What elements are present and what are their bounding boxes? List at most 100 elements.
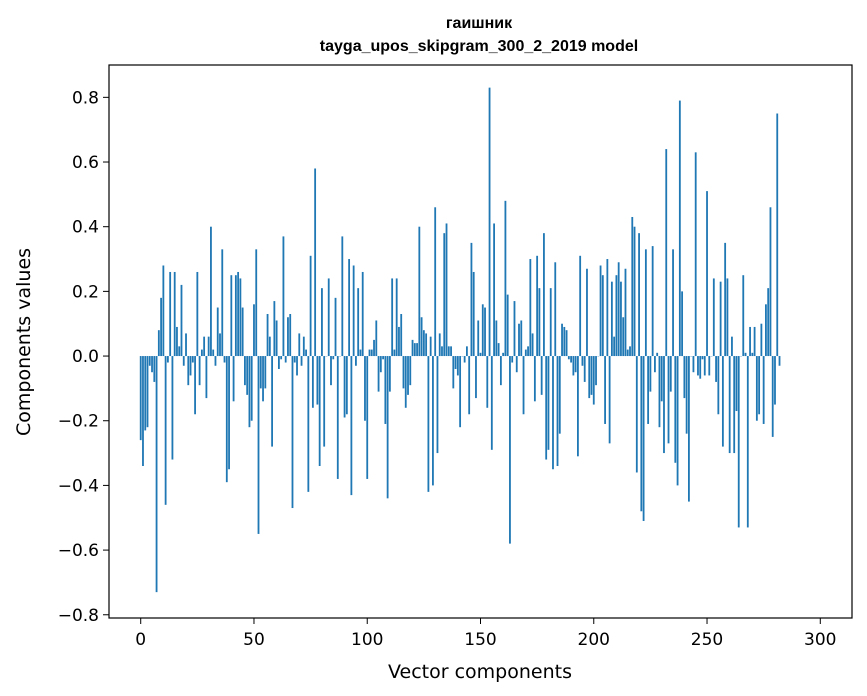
- bar-132: [438, 333, 441, 357]
- bar-171: [527, 346, 529, 357]
- bar-183: [554, 262, 557, 357]
- bar-81: [323, 356, 326, 447]
- bar-250: [706, 191, 708, 357]
- bar-17: [178, 346, 181, 357]
- bar-189: [567, 356, 570, 360]
- bar-143: [463, 356, 466, 363]
- bar-233: [667, 356, 670, 444]
- bar-33: [214, 356, 217, 366]
- bar-239: [681, 291, 684, 357]
- bar-223: [644, 249, 647, 357]
- bar-195: [581, 356, 584, 366]
- bar-123: [418, 226, 421, 357]
- bar-166: [515, 356, 518, 373]
- bar-267: [744, 352, 747, 357]
- bar-204: [601, 275, 604, 357]
- bar-19: [182, 356, 185, 366]
- bar-24: [194, 356, 196, 415]
- bar-172: [529, 259, 532, 357]
- bar-134: [443, 233, 446, 357]
- bar-118: [407, 356, 409, 395]
- bar-99: [364, 356, 366, 421]
- bar-59: [273, 301, 276, 357]
- bar-72: [302, 336, 305, 357]
- x-axis-label: Vector components: [388, 661, 572, 683]
- bar-121: [413, 343, 416, 357]
- bar-18: [180, 284, 183, 357]
- bar-167: [518, 323, 520, 357]
- bar-203: [599, 265, 602, 357]
- bar-52: [257, 356, 260, 534]
- bar-84: [330, 356, 332, 386]
- bar-199: [590, 356, 593, 395]
- bar-185: [558, 356, 561, 434]
- bar-102: [370, 349, 373, 357]
- bar-170: [524, 349, 527, 357]
- bar-69: [296, 356, 298, 376]
- bar-141: [459, 356, 462, 428]
- bar-28: [203, 336, 206, 357]
- bar-191: [572, 356, 575, 376]
- bar-194: [579, 255, 582, 357]
- x-tick-label: 100: [351, 630, 383, 650]
- bar-107: [382, 356, 384, 360]
- bar-274: [760, 323, 763, 357]
- bar-35: [219, 333, 221, 357]
- bar-148: [475, 356, 477, 399]
- bar-262: [733, 356, 736, 454]
- bar-5: [151, 356, 153, 373]
- bar-246: [697, 356, 699, 376]
- bar-112: [393, 349, 396, 357]
- bar-227: [654, 356, 656, 373]
- bar-231: [663, 356, 665, 454]
- bar-63: [282, 236, 285, 357]
- bar-125: [422, 330, 425, 357]
- bar-278: [769, 207, 772, 357]
- bar-43: [237, 271, 240, 357]
- y-tick-label: 0.4: [72, 218, 99, 238]
- bar-series: [139, 87, 781, 593]
- bar-259: [726, 278, 729, 357]
- bar-230: [660, 356, 663, 402]
- bar-0: [139, 356, 142, 441]
- bar-225: [649, 356, 652, 392]
- bar-188: [565, 330, 568, 357]
- bar-164: [511, 356, 514, 363]
- bar-256: [719, 281, 722, 357]
- bar-22: [189, 356, 192, 376]
- bar-217: [631, 216, 634, 357]
- bar-110: [388, 356, 391, 392]
- bar-280: [774, 356, 776, 405]
- bar-91: [345, 356, 348, 415]
- bar-92: [348, 259, 351, 357]
- bar-104: [375, 320, 378, 357]
- bar-76: [311, 356, 314, 408]
- bar-266: [742, 275, 745, 357]
- bar-27: [200, 349, 203, 357]
- bar-179: [545, 356, 548, 460]
- bar-80: [321, 288, 323, 357]
- bar-228: [656, 352, 659, 357]
- bar-93: [350, 356, 353, 496]
- bar-181: [549, 288, 552, 357]
- bar-212: [620, 281, 622, 357]
- bar-6: [153, 356, 156, 382]
- bar-271: [753, 326, 756, 357]
- bar-30: [207, 336, 210, 357]
- bar-78: [316, 356, 319, 405]
- x-tick-label: 150: [464, 630, 496, 650]
- bar-272: [755, 356, 758, 421]
- bar-60: [275, 320, 278, 357]
- bar-176: [538, 288, 541, 357]
- bar-169: [522, 356, 525, 415]
- bar-263: [735, 356, 738, 412]
- bar-198: [588, 356, 591, 399]
- bar-41: [232, 356, 235, 402]
- bar-62: [280, 356, 283, 360]
- bar-77: [314, 168, 317, 357]
- bar-50: [253, 304, 255, 357]
- bar-101: [368, 349, 371, 357]
- bar-235: [672, 249, 674, 357]
- bar-210: [615, 275, 618, 357]
